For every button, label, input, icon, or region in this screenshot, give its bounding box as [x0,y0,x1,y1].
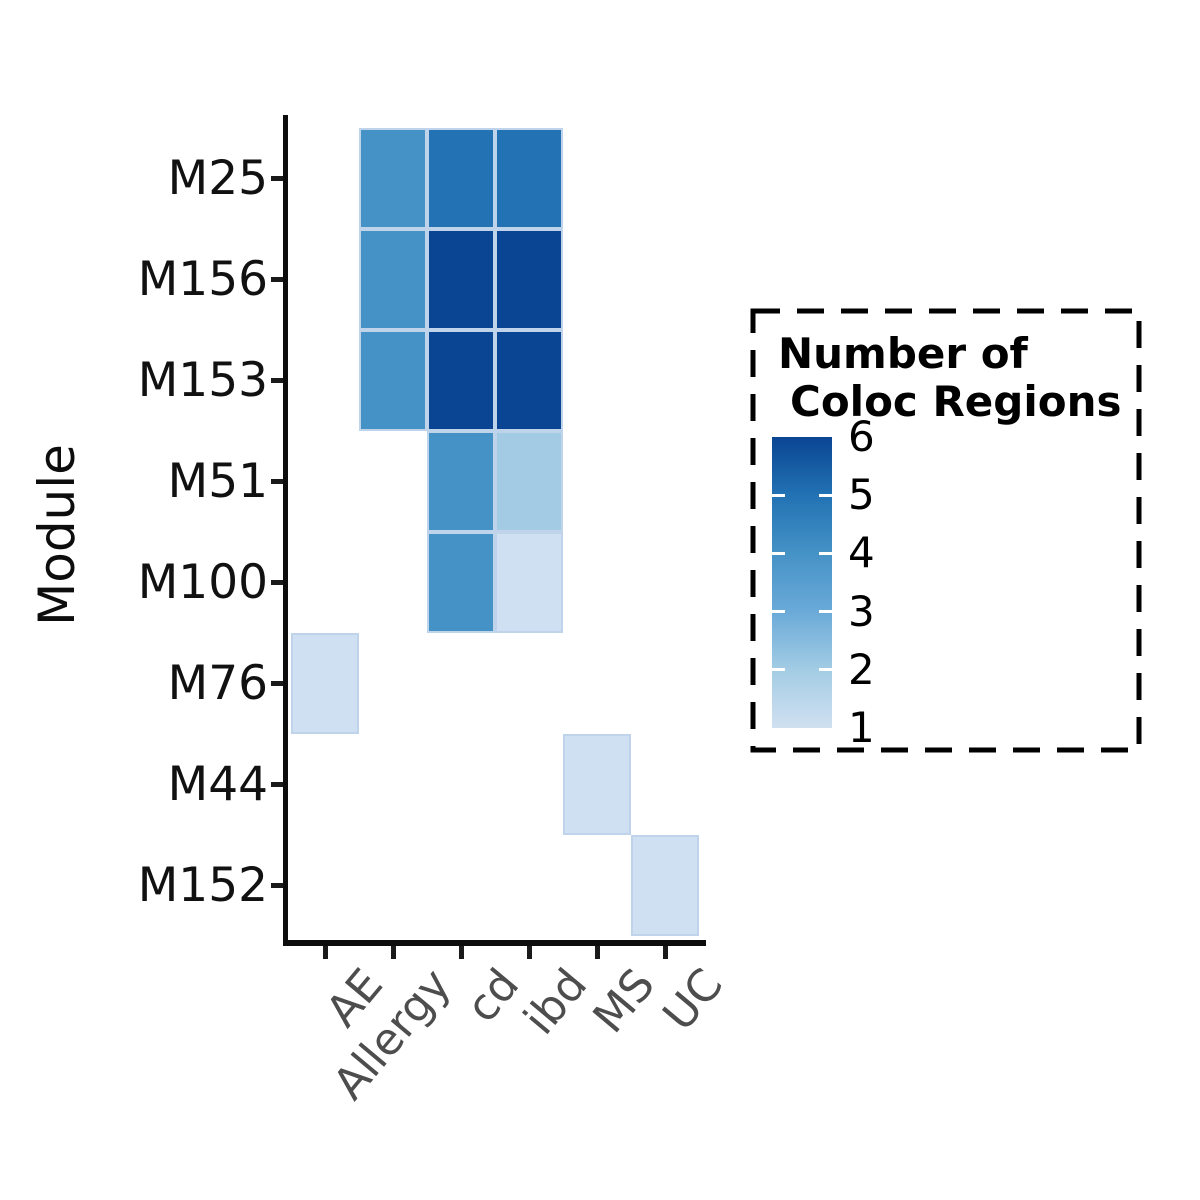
cell-M152-UC [631,835,699,936]
colorbar-tick-3-left [772,610,785,614]
y-tick-M25 [271,176,283,181]
cell-M100-cd [427,532,495,633]
x-tick-Allergy [390,946,396,959]
colorbar-label-1: 1 [848,703,875,752]
colorbar-label-6: 6 [848,412,875,461]
y-label-M100: M100 [137,555,268,610]
y-tick-M76 [271,681,283,686]
colorbar-tick-2-left [772,668,785,672]
x-label-UC: UC [653,959,734,1041]
colorbar-label-5: 5 [848,470,875,520]
cell-M44-MS [563,734,631,835]
y-axis-line [283,115,288,946]
y-tick-M100 [271,580,283,585]
cell-M153-cd [427,330,495,431]
x-tick-ibd [526,946,532,959]
cell-M25-cd [427,128,495,229]
cell-M153-Allergy [359,330,427,431]
cell-M100-ibd [495,532,563,633]
y-label-M44: M44 [167,757,268,812]
legend: Number of Coloc Regions 6 5 4 3 2 1 [750,308,1142,753]
colorbar-tick-4-left [772,551,785,555]
colorbar-label-2: 2 [848,644,875,694]
cell-M153-ibd [495,330,563,431]
y-label-M76: M76 [167,656,268,711]
y-label-M152: M152 [137,858,268,913]
x-label-ibd: ibd [514,959,598,1045]
colorbar-label-4: 4 [848,528,875,578]
cell-M156-ibd [495,229,563,330]
colorbar-tick-5-left [772,493,785,497]
x-tick-MS [594,946,600,959]
legend-dashed-border [750,308,1142,753]
x-label-MS: MS [583,959,666,1043]
cell-M76-AE [291,633,359,734]
legend-title-line1: Number of [778,329,1028,378]
colorbar-tick-5-right [819,493,832,497]
cell-M156-Allergy [359,229,427,330]
y-tick-M156 [271,277,283,282]
y-axis-title: Module [28,444,86,626]
x-tick-AE [322,946,328,959]
cell-M25-ibd [495,128,563,229]
x-label-cd: cd [456,959,530,1033]
y-label-M51: M51 [167,454,268,509]
cell-M156-cd [427,229,495,330]
colorbar-tick-4-right [819,551,832,555]
y-label-M156: M156 [137,252,268,307]
x-tick-cd [458,946,464,959]
y-tick-M51 [271,479,283,484]
x-axis-line [283,940,706,946]
legend-colorbar [772,437,832,728]
y-tick-M44 [271,782,283,787]
y-label-M25: M25 [167,151,268,206]
y-tick-M152 [271,883,283,888]
legend-title-line2: Coloc Regions [790,377,1122,426]
colorbar-tick-2-right [819,668,832,672]
colorbar-label-3: 3 [848,586,875,636]
colorbar-tick-3-right [819,610,832,614]
cell-M51-ibd [495,431,563,532]
y-label-M153: M153 [137,353,268,408]
cell-M51-cd [427,431,495,532]
cell-M25-Allergy [359,128,427,229]
y-tick-M153 [271,378,283,383]
x-tick-UC [662,946,668,959]
